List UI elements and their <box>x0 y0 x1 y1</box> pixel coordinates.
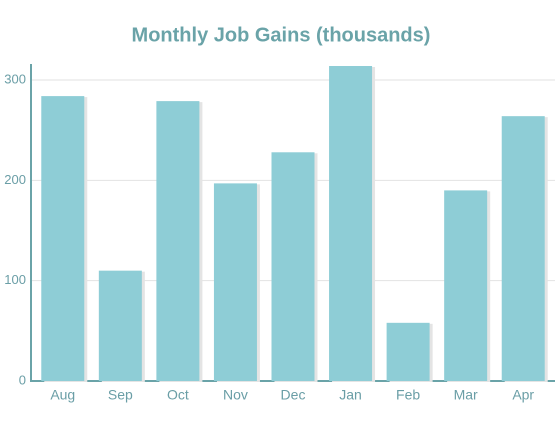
y-tick-label: 0 <box>19 372 26 387</box>
bar <box>41 96 85 382</box>
x-tick-label: Apr <box>512 387 534 403</box>
bar <box>98 270 142 381</box>
x-tick-label: Dec <box>281 387 306 403</box>
x-tick-label: Nov <box>223 387 248 403</box>
y-tick-label: 100 <box>4 272 26 287</box>
x-tick-label: Aug <box>50 387 75 403</box>
bar <box>156 101 200 381</box>
chart-title: Monthly Job Gains (thousands) <box>132 24 431 46</box>
bar <box>444 190 488 381</box>
y-tick-label: 200 <box>4 172 26 187</box>
x-tick-label: Mar <box>454 387 478 403</box>
x-tick-label: Feb <box>396 387 420 403</box>
bar <box>501 116 545 382</box>
bar <box>213 183 257 381</box>
x-tick-label: Jan <box>339 387 362 403</box>
bar <box>271 152 315 381</box>
x-tick-label: Oct <box>167 387 189 403</box>
bar <box>329 66 373 381</box>
y-tick-label: 300 <box>4 71 26 86</box>
bar <box>386 322 430 381</box>
x-tick-label: Sep <box>108 387 133 403</box>
